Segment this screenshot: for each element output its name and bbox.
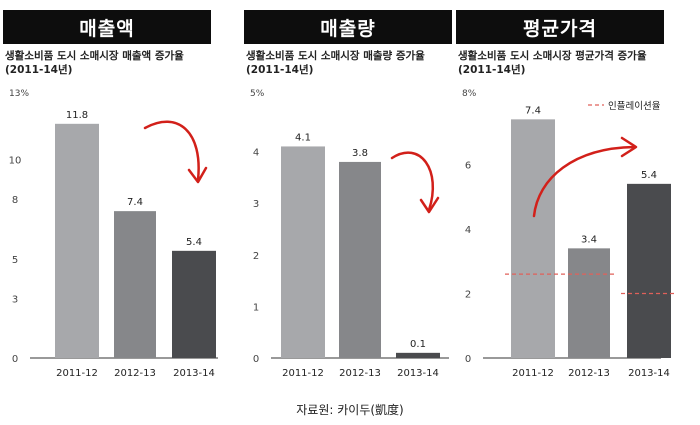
y-tick-label: 8	[12, 195, 18, 206]
sales-chart-title: 생활소비품 도시 소매시장 매출액 증가율	[5, 50, 184, 62]
sales-panel-subtitle: 생활소비품 도시 소매시장 매출액 증가율 (2011-14년)	[5, 49, 211, 77]
y-tick-label: 5	[12, 255, 18, 266]
data-label: 5.4	[186, 237, 202, 248]
y-tick-label: 2	[253, 251, 259, 262]
y-tick-label: 0	[253, 354, 259, 365]
data-label: 0.1	[410, 339, 426, 350]
bar-2011-12	[281, 146, 325, 358]
bar-2012-13	[339, 161, 381, 358]
category-label: 2012-13	[339, 368, 381, 379]
category-label: 2011-12	[282, 368, 324, 379]
sales-chart-period: (2011-14년)	[5, 64, 73, 76]
data-label: 4.1	[295, 132, 311, 143]
price-panel-header: 평균가격	[456, 10, 664, 44]
data-label: 3.8	[352, 148, 368, 159]
volume-panel-subtitle: 생활소비품 도시 소매시장 매출량 증가율 (2011-14년)	[246, 49, 452, 77]
category-label: 2011-12	[56, 368, 98, 379]
y-tick-label: 3	[12, 294, 18, 305]
y-axis-top-label: 13%	[9, 89, 29, 99]
category-label: 2011-12	[512, 368, 554, 379]
trend-arrowhead	[620, 136, 638, 158]
sales-panel-header: 매출액	[3, 10, 211, 44]
category-label: 2012-13	[114, 368, 156, 379]
volume-chart: 5% 0 1 2 3 4 4.1 2011-12 3.8 2012-13 0.1 2013-14	[250, 89, 449, 379]
trend-arrowhead	[419, 196, 440, 214]
volume-chart-period: (2011-14년)	[246, 64, 314, 76]
price-chart-title: 생활소비품 도시 소매시장 평균가격 증가율	[458, 50, 647, 62]
volume-chart-title: 생활소비품 도시 소매시장 매출량 증가율	[246, 50, 425, 62]
y-axis-top-label: 8%	[462, 89, 477, 99]
data-label: 5.4	[641, 170, 657, 181]
data-label: 3.4	[581, 234, 597, 245]
trend-arrow-up	[532, 145, 636, 218]
data-label: 7.4	[525, 105, 541, 116]
price-panel: 평균가격 생활소비품 도시 소매시장 평균가격 증가율 (2011-14년) 8…	[456, 10, 677, 395]
bar-2012-13	[114, 211, 156, 358]
bar-2011-12	[55, 123, 99, 358]
bar-2012-13	[568, 248, 610, 358]
price-chart-period: (2011-14년)	[458, 64, 526, 76]
legend-label: 인플레이션율	[608, 101, 661, 112]
category-label: 2013-14	[397, 368, 439, 379]
volume-panel: 매출량 생활소비품 도시 소매시장 매출량 증가율 (2011-14년) 5% 0…	[244, 10, 452, 395]
source-note: 자료원: 카이두(凱度)	[296, 403, 404, 417]
y-tick-label: 4	[465, 225, 471, 236]
trend-arrow-down	[143, 120, 200, 182]
y-tick-label: 0	[12, 354, 18, 365]
y-tick-label: 10	[9, 156, 22, 167]
data-label: 11.8	[66, 110, 88, 121]
y-tick-label: 2	[465, 290, 471, 301]
y-axis-top-label: 5%	[250, 89, 265, 99]
sales-panel: 매출액 생활소비품 도시 소매시장 매출액 증가율 (2011-14년) 13%…	[3, 10, 218, 395]
y-tick-label: 0	[465, 354, 471, 365]
price-panel-subtitle: 생활소비품 도시 소매시장 평균가격 증가율 (2011-14년)	[458, 49, 664, 77]
volume-panel-header: 매출량	[244, 10, 452, 44]
category-label: 2012-13	[568, 368, 610, 379]
y-tick-label: 1	[253, 302, 259, 313]
sales-chart: 13% 0 3 5 8 10 11.8 2011-12 7.4 2012-13 5.4 2013-14	[9, 89, 218, 379]
bar-2013-14	[396, 352, 440, 358]
data-label: 7.4	[127, 197, 143, 208]
bar-2013-14	[172, 250, 216, 358]
y-tick-label: 3	[253, 199, 259, 210]
price-chart: 8% 0 2 4 6 7.4 2011-12 3.4 2012-13 5.4 2013-14 인플레이…	[462, 89, 677, 379]
trend-arrow-down	[390, 151, 435, 212]
y-tick-label: 6	[465, 161, 471, 172]
category-label: 2013-14	[628, 368, 670, 379]
bar-2013-14	[627, 183, 671, 358]
category-label: 2013-14	[173, 368, 215, 379]
y-tick-label: 4	[253, 148, 259, 159]
trend-arrowhead	[187, 166, 208, 184]
bar-2011-12	[511, 119, 555, 358]
